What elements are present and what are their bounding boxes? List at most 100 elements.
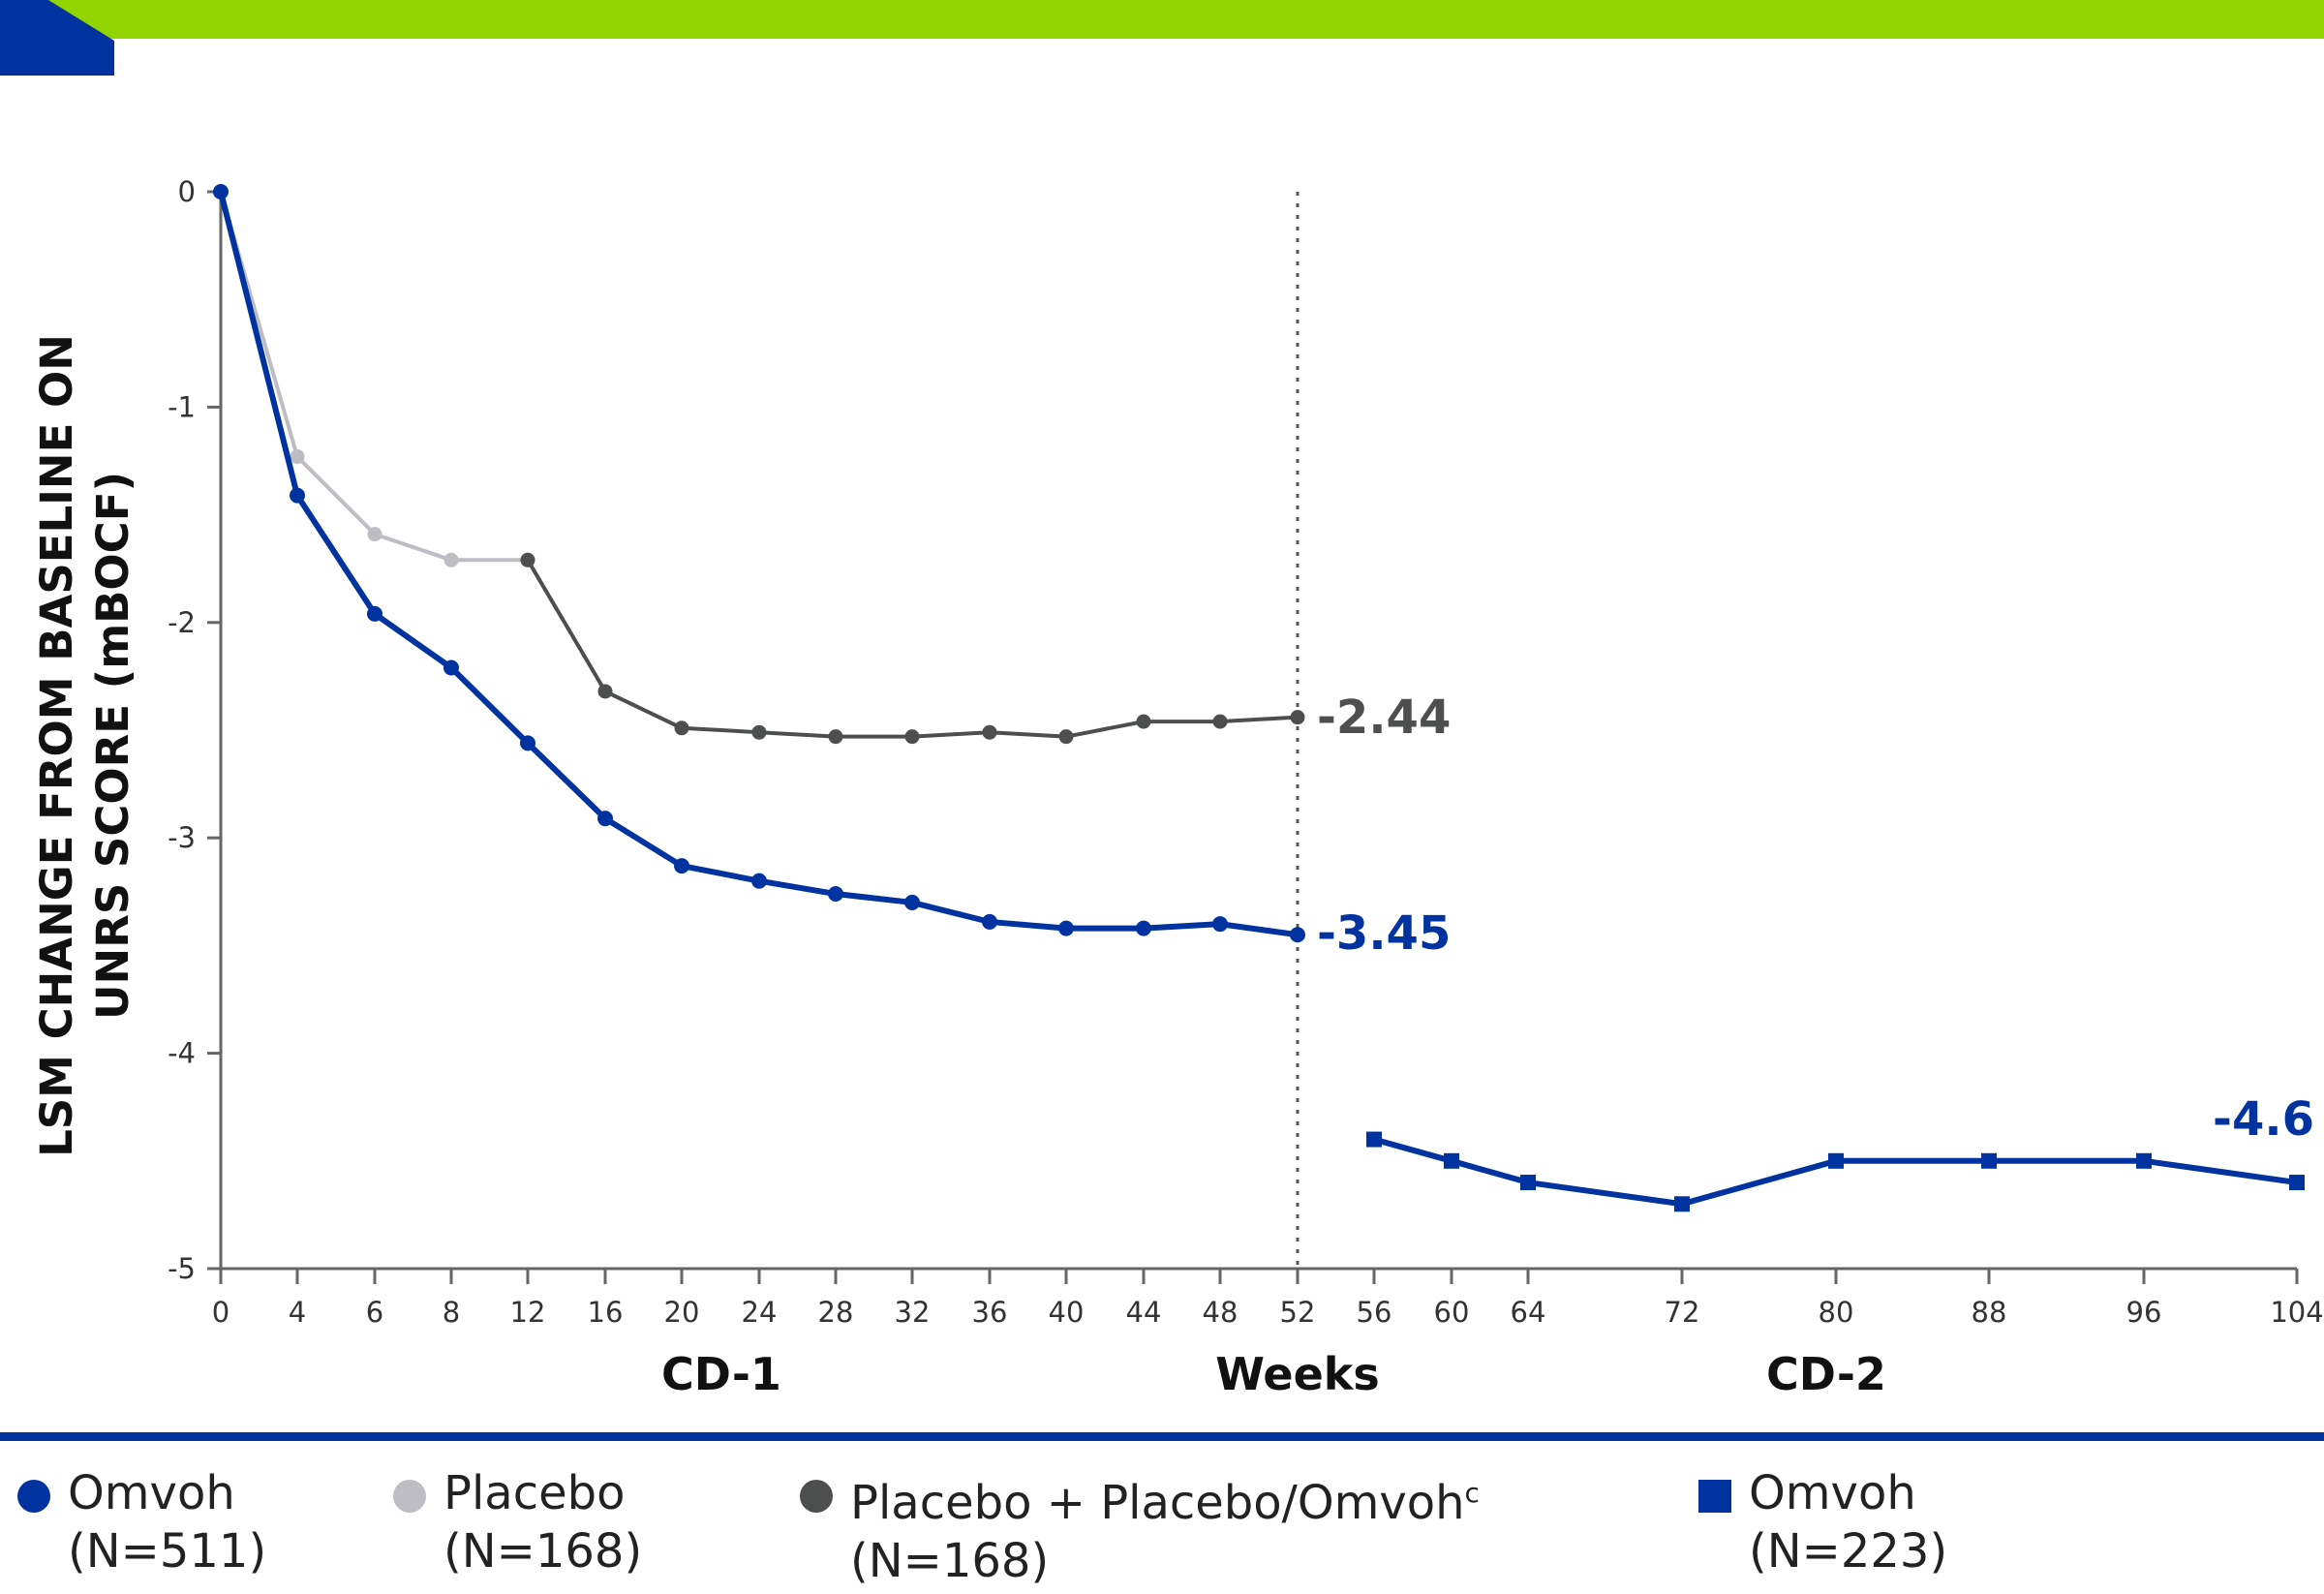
x-tick-label: 60 <box>1434 1296 1470 1329</box>
y-tick-label: -2 <box>168 606 196 639</box>
data-point <box>520 552 535 567</box>
data-point <box>1058 920 1074 936</box>
data-point <box>828 886 843 903</box>
period-label-cd2: CD-2 <box>1766 1348 1886 1400</box>
legend: Omvoh (N=511) Placebo (N=168) Placebo + … <box>0 1464 2324 1590</box>
top-accent-bar <box>0 0 2324 39</box>
data-point <box>1212 714 1228 729</box>
x-tick-label: 0 <box>212 1296 229 1329</box>
x-axis-label: Weeks <box>1215 1348 1379 1400</box>
data-point <box>367 605 382 622</box>
data-point-square <box>1444 1152 1459 1169</box>
y-tick-label: -5 <box>168 1252 196 1285</box>
chart-series <box>213 184 2305 1212</box>
legend-label: Placebo <box>443 1466 626 1520</box>
period-label-cd1: CD-1 <box>661 1348 781 1400</box>
x-tick-label: 4 <box>289 1296 306 1329</box>
data-point <box>982 913 997 930</box>
x-tick-label: 12 <box>510 1296 546 1329</box>
data-point <box>443 659 459 676</box>
corner-tab <box>0 0 114 76</box>
x-tick-label: 6 <box>366 1296 383 1329</box>
data-point <box>1136 920 1151 936</box>
x-tick-label: 8 <box>443 1296 460 1329</box>
x-tick-label: 64 <box>1511 1296 1546 1329</box>
legend-item-placebo-omvoh: Placebo + Placebo/Omvohc (N=168) <box>786 1464 1480 1590</box>
y-tick-label: 0 <box>178 175 196 208</box>
legend-label-row: Placebo + Placebo/Omvohc <box>786 1464 1480 1532</box>
legend-n: (N=168) <box>443 1524 643 1579</box>
data-point-square <box>1981 1152 1997 1169</box>
data-point-square <box>1828 1152 1844 1169</box>
x-tick-label: 104 <box>2270 1296 2323 1329</box>
x-tick-label: 20 <box>664 1296 700 1329</box>
legend-n: (N=511) <box>68 1524 267 1579</box>
end-label-placebo-omvoh: -2.44 <box>1317 690 1451 745</box>
series-line <box>526 559 1299 739</box>
x-tick-label: 36 <box>972 1296 1008 1329</box>
data-point <box>904 894 920 910</box>
y-tick-label: -4 <box>168 1037 196 1070</box>
x-tick-label: 24 <box>742 1296 778 1329</box>
data-point-square <box>1366 1131 1382 1148</box>
x-tick-label: 96 <box>2126 1296 2162 1329</box>
legend-item-placebo: Placebo (N=168) <box>380 1464 642 1580</box>
circle-marker-icon <box>17 1480 50 1513</box>
data-point <box>443 552 459 567</box>
x-tick-label: 80 <box>1819 1296 1854 1329</box>
legend-item-omvoh-cd1: Omvoh (N=511) <box>4 1464 266 1580</box>
data-point <box>1212 916 1228 933</box>
end-label-omvoh-cd1: -3.45 <box>1317 906 1451 961</box>
data-point <box>828 729 843 745</box>
y-tick-label: -3 <box>168 821 196 854</box>
legend-n: (N=168) <box>850 1534 1050 1588</box>
legend-label: Placebo + Placebo/Omvoh <box>850 1476 1465 1530</box>
legend-footnote-mark: c <box>1464 1477 1480 1509</box>
data-point <box>367 527 382 542</box>
y-tick-label: -1 <box>168 390 196 423</box>
data-point <box>674 858 689 874</box>
series-line <box>1373 1136 2298 1208</box>
x-tick-label: 56 <box>1357 1296 1392 1329</box>
data-point <box>1290 710 1305 725</box>
x-tick-label: 44 <box>1126 1296 1162 1329</box>
data-point <box>290 487 305 504</box>
x-tick-label: 88 <box>1972 1296 2007 1329</box>
chart-axes: 0 -1 -2 -3 -4 -5 0 4 6 8 12 16 20 24 28 32 36 40 44 48 52 56 6… <box>168 175 2324 1329</box>
legend-n: (N=223) <box>1749 1524 1948 1579</box>
y-axis-label: LSM CHANGE FROM BASELINE ON UNRS SCORE (… <box>29 334 141 1157</box>
data-point <box>597 811 613 827</box>
legend-label: Omvoh <box>1749 1466 1916 1520</box>
data-point <box>904 729 920 745</box>
data-point <box>1290 927 1305 943</box>
data-point-square <box>1674 1196 1690 1212</box>
x-tick-label: 40 <box>1049 1296 1085 1329</box>
data-point-square <box>2289 1175 2305 1191</box>
y-axis-label-line-2: UNRS SCORE (mBOCF) <box>87 471 138 1021</box>
data-point <box>290 449 305 465</box>
circle-marker-icon <box>393 1480 426 1513</box>
data-point <box>982 724 997 740</box>
x-tick-label: 48 <box>1203 1296 1238 1329</box>
data-point <box>674 720 689 736</box>
legend-label: Omvoh <box>68 1466 235 1520</box>
end-label-omvoh-cd2: -4.6 <box>2213 1092 2314 1147</box>
data-point <box>213 184 229 199</box>
x-tick-label: 52 <box>1280 1296 1316 1329</box>
data-point-square <box>1520 1175 1536 1191</box>
chart-labels: CD-1 Weeks CD-2 -2.44 -3.45 -4.6 <box>661 690 2314 1400</box>
data-point <box>751 724 767 740</box>
data-point-square <box>2136 1152 2152 1169</box>
x-tick-label: 28 <box>818 1296 854 1329</box>
data-point <box>1136 714 1151 729</box>
data-point <box>1058 729 1074 745</box>
series-line <box>218 191 1299 938</box>
circle-marker-icon <box>800 1480 833 1513</box>
x-tick-label: 16 <box>588 1296 624 1329</box>
data-point <box>751 873 767 889</box>
legend-divider <box>0 1432 2324 1441</box>
square-marker-icon <box>1698 1480 1731 1513</box>
data-point <box>520 735 535 751</box>
data-point <box>597 684 613 699</box>
